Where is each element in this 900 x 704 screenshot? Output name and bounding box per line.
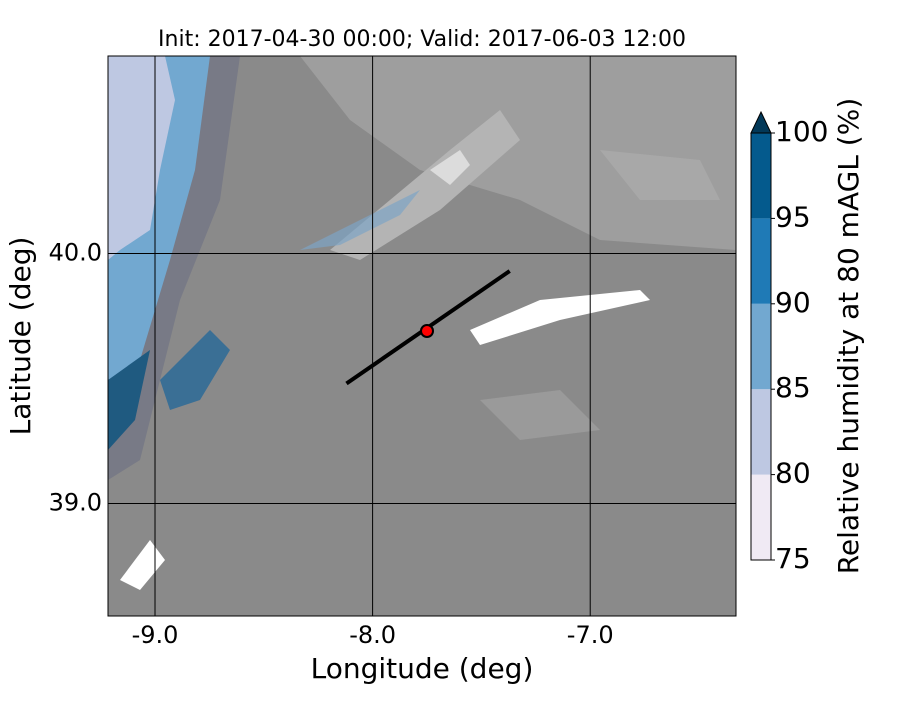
colorbar-extend (750, 110, 772, 134)
colorbar-segment (751, 133, 771, 219)
colorbar-frame (750, 132, 772, 561)
colorbar-tick-label: 95 (775, 200, 811, 233)
y-axis-label: Latitude (deg) (4, 237, 37, 436)
chart-title: Init: 2017-04-30 00:00; Valid: 2017-06-0… (158, 27, 686, 52)
x-tick-label: -9.0 (132, 621, 179, 649)
colorbar-segment (751, 218, 771, 304)
colorbar-segment (751, 474, 771, 560)
colorbar-label: Relative humidity at 80 mAGL (%) (832, 98, 865, 575)
colorbar-tick-label: 90 (775, 286, 811, 319)
plot-frame (107, 55, 737, 617)
terrain (108, 56, 736, 616)
x-axis-label: Longitude (deg) (311, 652, 534, 685)
colorbar-tick-label: 75 (775, 542, 811, 575)
x-tick-label: -7.0 (567, 621, 614, 649)
colorbar-tick-label: 100 (775, 115, 828, 148)
y-tick-label: 39.0 (49, 489, 102, 517)
point-marker (420, 324, 435, 338)
colorbar-tick-label: 85 (775, 371, 811, 404)
colorbar-segment (751, 389, 771, 475)
y-tick-label: 40.0 (49, 239, 102, 267)
x-tick-label: -8.0 (349, 621, 396, 649)
colorbar-segment (751, 303, 771, 390)
colorbar-tick-label: 80 (775, 457, 811, 490)
